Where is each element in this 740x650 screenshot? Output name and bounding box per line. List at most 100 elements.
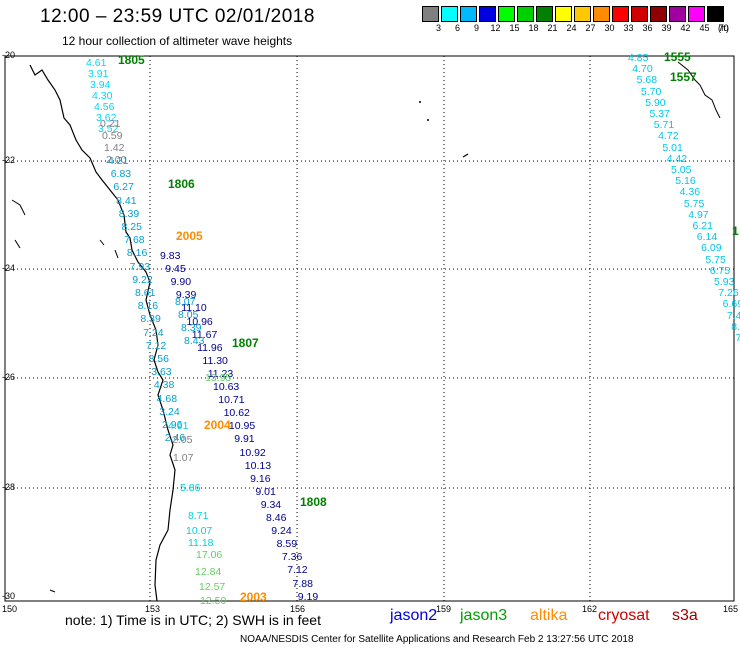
time-label: 2003 [240,590,267,604]
wave-height-value: 2.46 [164,432,186,445]
wave-height-value: 8.0 [731,320,740,333]
wave-height-value: 12.57 [199,581,226,593]
time-label: 1555 [664,50,691,64]
wave-height-value: 3.52 [98,123,119,135]
wave-height-value: 5.70 [640,85,662,98]
scale-swatch [574,6,591,22]
wave-height-value: 4.61 [86,57,107,69]
scale-label: 45 [699,23,710,33]
wave-height-value: 10.96 [186,315,213,328]
wave-height-value: 7.36 [281,551,303,564]
wave-height-value: 10.62 [223,407,250,420]
wave-height-value: 2.00 [106,154,127,166]
wave-height-value: 10.71 [218,394,245,407]
wave-height-value: 9.90 [170,276,192,289]
wave-height-value: 4.42 [666,152,688,165]
wave-height-value: 17.06 [196,549,223,561]
wave-height-value: 11.67 [191,328,218,341]
latitude-label: -30 [2,591,16,601]
scale-swatch [650,6,667,22]
scale-label: 15 [509,23,520,33]
scale-swatch [669,6,686,22]
wave-height-value: 7.88 [292,577,313,590]
wave-height-value: 8.59 [276,538,298,551]
latitude-label: -22 [2,155,16,165]
wave-height-value: 5.37 [649,108,670,120]
wave-height-value: 4.91 [168,420,189,432]
scale-swatch [612,6,629,22]
wave-height-value: 8.07 [175,296,196,308]
wave-height-value: 12.84 [195,566,222,578]
wave-height-value: 2.05 [172,434,193,446]
scale-swatch [555,6,572,22]
wave-height-value: 5.05 [671,164,692,176]
wave-height-value: 4.72 [658,130,679,143]
wave-height-value: 7.68 [124,234,145,247]
wave-height-value: 4.70 [632,63,653,76]
latitude-label: -28 [2,482,16,492]
scale-swatch [593,6,610,22]
wave-height-value: 6.09 [701,242,722,255]
latitude-label: -24 [2,263,16,273]
wave-height-value: 9.22 [132,273,153,286]
time-label: 1 [732,224,739,238]
wave-height-value: 5.01 [662,141,683,154]
wave-height-value: 8.46 [266,512,287,524]
wave-height-value: 8.25 [121,221,142,233]
wave-height-value: 4.68 [156,392,178,405]
scale-swatch [536,6,553,22]
wave-height-value: 4.97 [688,208,709,221]
wave-height-value: 3.24 [159,405,180,418]
satellite-legend-item: jason3 [460,607,508,624]
wave-height-value: 5.68 [636,74,658,87]
wave-height-value: 13.95 [205,372,232,384]
wave-height-value: 8.41 [116,194,137,207]
wave-height-value: 9.45 [165,263,186,276]
wave-height-value: 11.23 [207,367,234,380]
wave-height-value: 12.50 [200,595,227,607]
wave-height-value: 4.56 [94,101,115,113]
wave-height-value: 9.16 [250,472,271,485]
wave-height-value: 6.69 [722,298,740,311]
wave-height-value: 1.07 [173,452,194,464]
scale-label: 18 [528,23,539,33]
longitude-label: 150 [2,604,18,614]
wave-height-value: 8.39 [181,322,202,334]
wave-height-value: 9.19 [297,590,319,603]
scale-swatch [422,6,439,22]
wave-height-value: 8.39 [118,207,140,220]
wave-height-value: 4.85 [628,52,649,64]
scale-label: 24 [566,23,577,33]
wave-height-value: 3.94 [90,79,111,91]
wave-height-value: 10.92 [239,446,266,459]
wave-height-value: 9.39 [175,289,197,302]
wave-height-value: 8.71 [188,510,209,522]
wave-height-value: 0.21 [100,118,121,130]
satellite-legend-item: cryosat [598,607,650,624]
chart-title: 12:00 – 23:59 UTC 02/01/2018 [40,6,315,27]
satellite-legend-item: jason2 [390,607,438,624]
scale-swatch [498,6,515,22]
wave-height-value: 7.12 [145,339,167,352]
wave-height-value: 8.61 [135,287,156,299]
wave-height-value: 9.34 [260,498,282,511]
time-label: 1557 [670,70,697,84]
scale-label: 21 [547,23,558,33]
wave-height-value: 11.18 [188,537,214,549]
wave-height-value: 6.27 [113,181,134,194]
longitude-label: 156 [290,604,306,614]
longitude-label: 162 [582,604,598,614]
longitude-label: 153 [145,604,161,614]
wave-height-value: 4.38 [153,379,175,392]
latitude-label: -20 [2,50,16,60]
wave-height-value: 8.39 [140,313,161,326]
time-label: 1806 [168,177,195,191]
scale-swatch [631,6,648,22]
wave-height-value: 8.43 [184,335,205,347]
wave-height-value: 10.63 [213,381,240,393]
scale-swatch [479,6,496,22]
scale-label: 36 [642,23,653,33]
time-label: 2005 [176,229,203,243]
wave-height-value: 6.75 [709,264,731,277]
